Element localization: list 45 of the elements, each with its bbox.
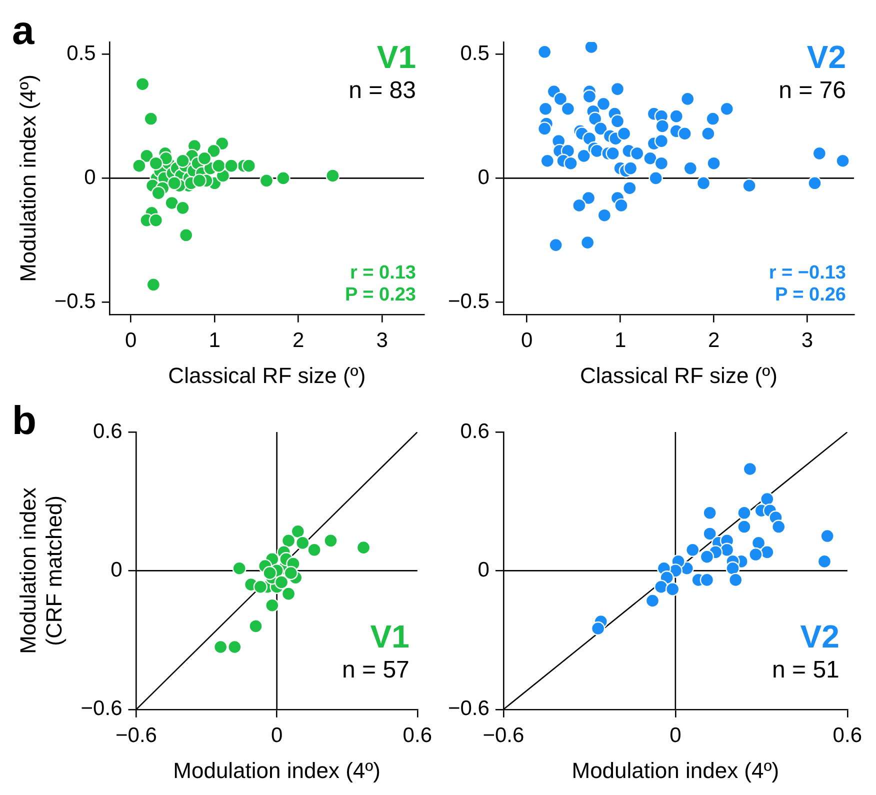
x-axis-title: Modulation index (4º) bbox=[572, 758, 780, 783]
text: V2 bbox=[806, 39, 846, 75]
y-tick-label: −0.5 bbox=[54, 290, 96, 313]
y-tick-label: 0 bbox=[110, 558, 122, 582]
text: V1 bbox=[376, 39, 416, 75]
x-axis-title: Modulation index (4º) bbox=[173, 758, 381, 783]
x-tick-label: 0 bbox=[670, 724, 682, 747]
y-tick-label: 0 bbox=[478, 166, 490, 189]
text: V1 bbox=[370, 618, 410, 654]
y-tick-label: 0.5 bbox=[460, 42, 490, 66]
x-tick-label: 2 bbox=[708, 328, 720, 352]
y-tick-label: −0.6 bbox=[80, 697, 122, 720]
y-tick-label: 0.6 bbox=[460, 420, 490, 443]
annotation: r = −0.13 bbox=[768, 262, 846, 284]
series-label: V2 bbox=[800, 618, 840, 654]
annotation: P = 0.23 bbox=[345, 284, 416, 306]
x-tick-label: 0.6 bbox=[402, 724, 432, 747]
y-tick-label: 0 bbox=[478, 558, 490, 582]
x-tick-label: 0.6 bbox=[832, 724, 862, 747]
annotation: n = 51 bbox=[772, 656, 840, 684]
x-tick-label: 0 bbox=[124, 328, 137, 352]
y-axis-title: Modulation index (CRF matched) bbox=[15, 488, 67, 654]
annotation: n = 57 bbox=[342, 656, 410, 684]
x-tick-label: 1 bbox=[208, 328, 220, 352]
annotation: n = 76 bbox=[778, 77, 846, 104]
y-tick-label: 0 bbox=[84, 166, 96, 189]
x-tick-label: 0 bbox=[520, 328, 533, 352]
x-tick-label: 0 bbox=[270, 724, 283, 747]
chart-title: a bbox=[12, 9, 35, 53]
x-axis-title: Classical RF size (º) bbox=[580, 362, 778, 388]
x-tick-label: 1 bbox=[614, 328, 626, 352]
x-tick-label: 2 bbox=[292, 328, 304, 352]
y-tick-label: 0.6 bbox=[93, 420, 122, 443]
y-tick-label: 0.5 bbox=[66, 42, 96, 66]
chart-title: b bbox=[12, 399, 36, 443]
y-axis-title: Modulation index (4º) bbox=[15, 74, 40, 282]
y-tick-label: −0.6 bbox=[448, 697, 490, 720]
annotation: n = 83 bbox=[348, 77, 416, 104]
annotation: r = 0.13 bbox=[350, 262, 416, 284]
x-tick-label: −0.6 bbox=[116, 724, 157, 747]
x-axis-title: Classical RF size (º) bbox=[168, 362, 366, 388]
x-tick-label: 3 bbox=[376, 328, 388, 352]
annotation: P = 0.26 bbox=[775, 284, 846, 306]
y-tick-label: −0.5 bbox=[448, 290, 490, 313]
x-tick-label: 3 bbox=[801, 328, 814, 352]
